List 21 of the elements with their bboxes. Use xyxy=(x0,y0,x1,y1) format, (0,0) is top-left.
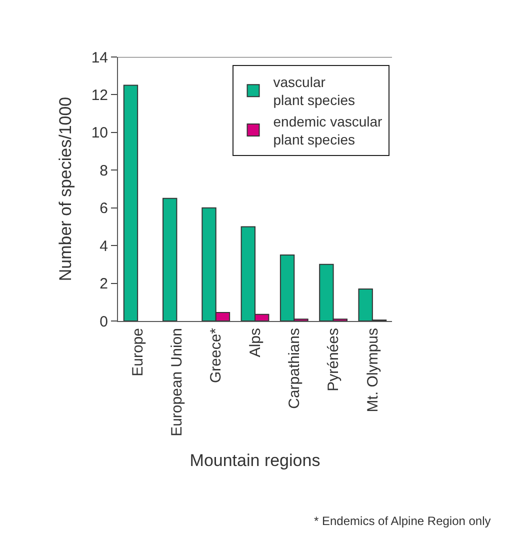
y-tick-label: 8 xyxy=(100,162,108,180)
x-tick-label: European Union xyxy=(168,328,186,436)
y-tick-label: 0 xyxy=(100,313,108,330)
y-tick-label: 2 xyxy=(100,276,108,293)
y-tick-label: 14 xyxy=(91,49,108,66)
y-tick-label: 6 xyxy=(100,200,108,218)
x-tick-label: Greece* xyxy=(208,328,225,384)
text: * Endemics of Alpine Region only xyxy=(314,514,491,528)
legend-label: endemic vascular plant species xyxy=(273,113,383,148)
bar xyxy=(123,84,138,321)
x-tick-label: Alps xyxy=(246,328,264,358)
x-tick-label: Pyrénées xyxy=(325,328,342,392)
x-tick-label: Carpathians xyxy=(286,328,304,409)
y-tick-label: 4 xyxy=(100,238,108,255)
y-axis-title: Number of species/1000 xyxy=(56,96,75,282)
bar xyxy=(162,198,178,321)
y-tick-label: 10 xyxy=(91,124,108,142)
x-tick-label: Mt. Olympus xyxy=(364,328,382,412)
y-tick-label: 12 xyxy=(91,86,108,104)
x-axis-title: Mountain regions xyxy=(190,450,320,470)
x-tick-label: Europe xyxy=(129,328,146,376)
